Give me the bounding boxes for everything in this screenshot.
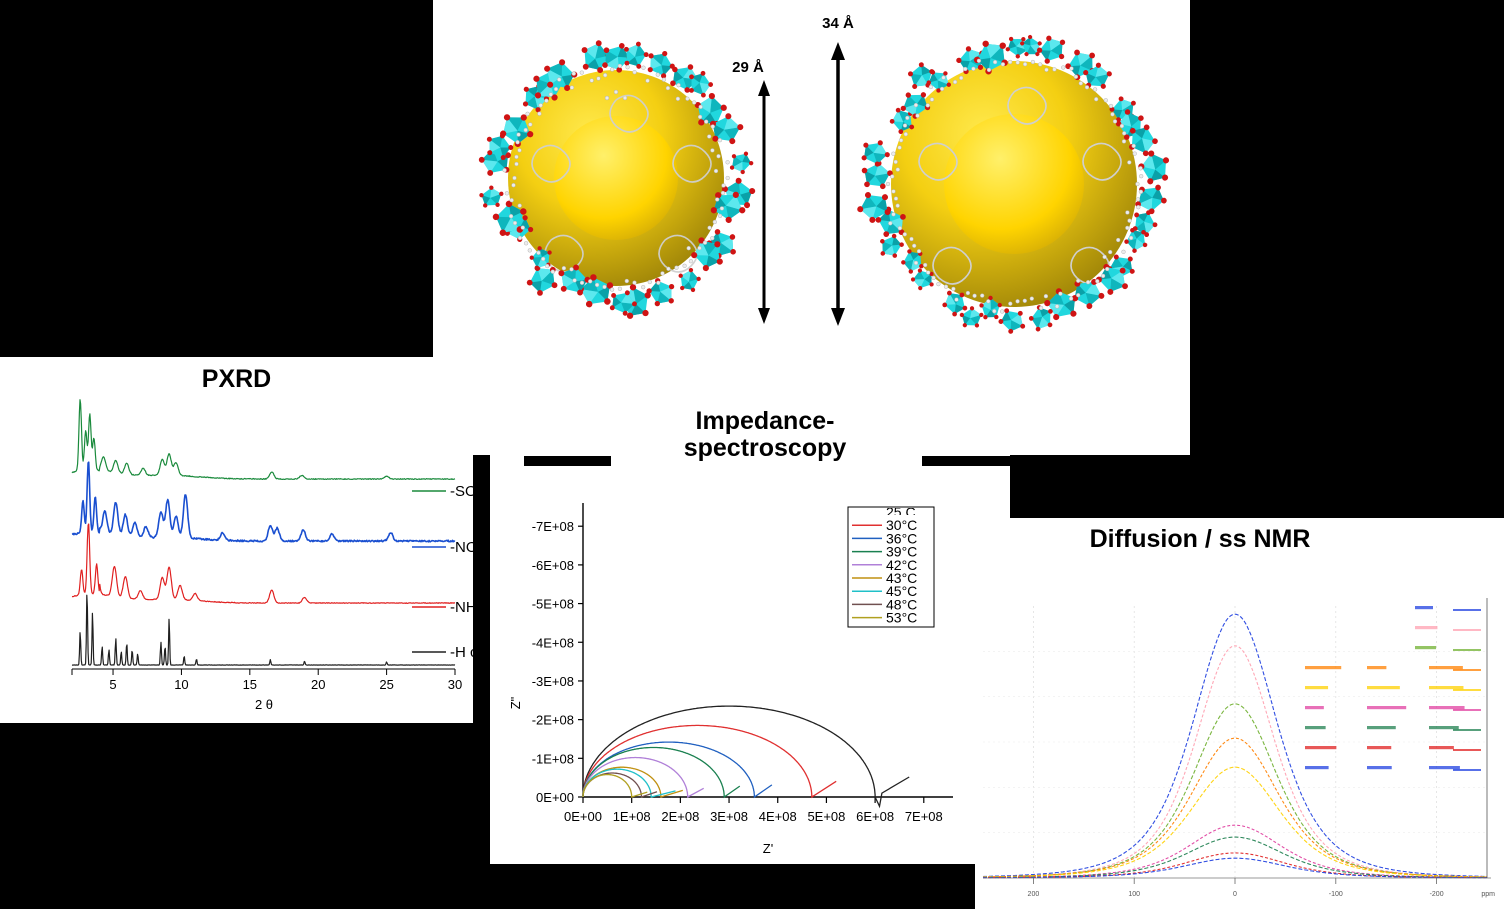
decorative-bar-left (524, 456, 611, 466)
impedance-xtick: 1E+08 (613, 809, 651, 824)
impedance-panel: 0E+00 -1E+08 -2E+08 -3E+08 -4E+08 -5E+08 -6E+0… (490, 455, 1010, 864)
impedance-ytick: -1E+08 (532, 751, 574, 766)
annotation-34a: 34 Å (822, 15, 854, 32)
pxrd-xtick: 30 (448, 677, 462, 692)
pxrd-xtick: 5 (109, 677, 116, 692)
annotation-29a: 29 Å (732, 59, 764, 76)
impedance-legend-item: 36°C (886, 530, 917, 546)
impedance-xtick: 5E+08 (807, 809, 845, 824)
nmr-xtick: 200 (1028, 891, 1040, 898)
pxrd-xaxis-label: 2 θ (255, 697, 273, 712)
pxrd-xtick: 15 (243, 677, 257, 692)
decorative-bar-right (922, 456, 1026, 466)
impedance-legend-item: 25 C (886, 504, 916, 520)
pxrd-xtick: 25 (379, 677, 393, 692)
impedance-ytick: -4E+08 (532, 635, 574, 650)
impedance-xtick: 0E+00 (564, 809, 602, 824)
impedance-legend-item: 48°C (886, 596, 917, 612)
nmr-xtick: -100 (1329, 891, 1343, 898)
impedance-ytick: -6E+08 (532, 558, 574, 573)
ssnmr-chart: 200 100 0 -100 -200 ppm (975, 518, 1504, 909)
impedance-title: Impedance- spectroscopy (600, 408, 930, 462)
impedance-xtick: 7E+08 (905, 809, 943, 824)
impedance-title-line2: spectroscopy (683, 434, 847, 462)
pxrd-title: PXRD (201, 365, 272, 393)
impedance-ytick: -3E+08 (532, 674, 574, 689)
structure-panel: 29 Å 34 Å (433, 0, 1190, 455)
pxrd-panel: 5 10 15 20 25 30 2 θ -SO3H -NO2 -NH2 -H ca (0, 357, 473, 723)
pxrd-chart: 5 10 15 20 25 30 2 θ -SO3H -NO2 -NH2 -H ca (0, 357, 473, 723)
impedance-legend-item: 42°C (886, 557, 917, 573)
nmr-panel: 200 100 0 -100 -200 ppm (975, 518, 1504, 909)
dimension-arrow-34 (831, 42, 845, 326)
impedance-ytick: -5E+08 (532, 597, 574, 612)
pxrd-legend-item: -SO3H (450, 483, 473, 500)
impedance-ytick: 0E+00 (536, 790, 574, 805)
nmr-xtick: -200 (1430, 891, 1444, 898)
impedance-nyquist-chart: 0E+00 -1E+08 -2E+08 -3E+08 -4E+08 -5E+08 -6E+0… (490, 455, 1010, 864)
impedance-xtick: 3E+08 (710, 809, 748, 824)
impedance-ytick: -7E+08 (532, 519, 574, 534)
mof-cage-illustration: 29 Å 34 Å (433, 0, 1190, 455)
impedance-xtick: 2E+08 (661, 809, 699, 824)
background-block-right (1010, 456, 1504, 518)
impedance-xtick: 4E+08 (759, 809, 797, 824)
impedance-legend-item: 53°C (886, 610, 917, 626)
impedance-legend-item: 43°C (886, 570, 917, 586)
pxrd-xtick: 20 (311, 677, 325, 692)
nmr-xtick: 100 (1128, 891, 1140, 898)
impedance-title-line1: Impedance- (695, 407, 835, 435)
impedance-xtick: 6E+08 (856, 809, 894, 824)
impedance-legend-item: 45°C (886, 583, 917, 599)
nmr-xaxis-label: ppm (1481, 891, 1495, 898)
impedance-legend-item: 39°C (886, 544, 917, 560)
pxrd-legend-item: -NH2 (450, 599, 473, 616)
impedance-xaxis-label: Z' (763, 841, 773, 856)
pxrd-legend-item: -NO2 (450, 539, 473, 556)
nmr-xtick: 0 (1233, 891, 1237, 898)
pxrd-xtick: 10 (174, 677, 188, 692)
impedance-yaxis-label: Z" (508, 696, 523, 709)
dimension-arrow-29 (758, 80, 770, 324)
pxrd-legend-item: -H ca (450, 644, 473, 661)
nmr-title: Diffusion / ss NMR (1089, 525, 1311, 553)
impedance-ytick: -2E+08 (532, 713, 574, 728)
impedance-legend-item: 30°C (886, 517, 917, 533)
